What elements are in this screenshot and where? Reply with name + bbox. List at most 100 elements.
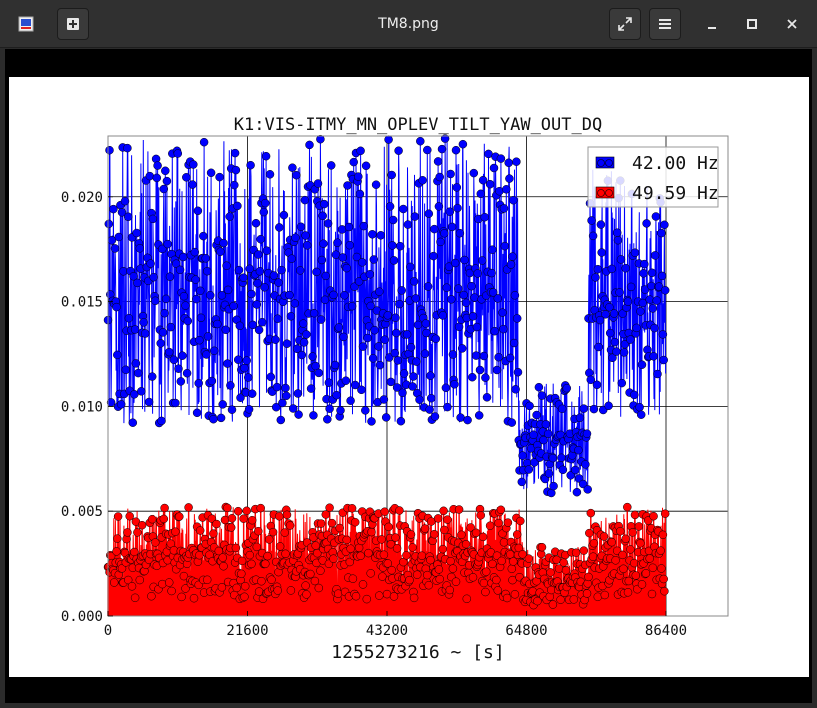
data-point [316,519,326,528]
data-point [402,551,411,560]
data-point [212,519,221,529]
data-point [390,348,400,358]
data-point [362,594,372,604]
data-point [621,534,630,544]
data-point [440,229,449,238]
data-point [268,527,278,537]
data-point [219,561,228,571]
data-point [447,295,456,304]
data-point [123,528,132,537]
data-point [288,404,298,413]
data-point [259,207,269,217]
data-point [269,271,279,280]
data-point [548,453,558,463]
data-point [254,250,263,259]
data-point [660,586,669,596]
data-point [638,298,648,308]
data-point [311,541,320,550]
data-point [422,328,431,338]
data-point [277,265,286,275]
data-point [624,576,634,586]
data-point [123,143,132,153]
data-point [430,529,439,539]
data-point [346,544,355,553]
legend-swatch [595,156,615,169]
data-point [133,278,142,288]
data-point [510,291,520,300]
data-point [219,238,228,248]
data-point [600,590,610,600]
y-tick-label: 0.015 [61,295,103,311]
data-point [660,220,669,230]
new-tab-plus-icon [67,18,79,30]
data-point [232,583,241,593]
data-point [537,391,547,400]
data-point [113,350,122,360]
data-point [597,248,606,257]
data-point [388,241,397,250]
data-point [518,451,527,460]
data-point [447,222,457,232]
data-point [336,406,345,415]
new-tab-button[interactable] [57,8,89,40]
data-point [411,294,420,303]
data-point [399,369,409,378]
chart-image: K1:VIS-ITMY_MN_OPLEV_TILT_YAW_OUT_DQ 0 21… [9,77,809,677]
data-point [392,383,402,392]
data-point [246,160,255,170]
data-point [440,134,450,143]
data-point [261,198,270,208]
data-point [240,581,250,591]
data-point [461,539,471,549]
data-point [430,224,439,234]
data-point [454,284,463,293]
data-point [476,511,486,520]
data-point [384,135,393,144]
data-point [345,557,355,567]
data-point [605,302,614,312]
data-point [512,314,522,323]
data-point [645,295,654,304]
data-point [349,157,358,167]
data-point [117,564,127,573]
data-point [301,581,310,590]
data-point [274,278,283,287]
data-point [473,269,482,278]
data-point [381,413,391,422]
fullscreen-button[interactable] [609,8,641,40]
data-point [488,245,497,254]
data-point [195,335,204,345]
data-point [253,278,262,288]
data-point [492,365,502,375]
x-tick-label: 0 [104,623,112,639]
menu-button[interactable] [649,8,681,40]
data-point [314,368,324,378]
minimize-button[interactable] [696,8,728,40]
data-point [505,353,515,363]
data-point [393,356,403,365]
data-point [359,221,369,231]
data-point [247,389,257,398]
image-viewer-app-icon [10,8,42,40]
data-point [105,145,114,155]
data-point [281,549,290,559]
data-point [493,586,503,595]
data-point [226,381,235,390]
data-point [233,506,243,516]
data-point [647,268,657,278]
data-point [319,239,328,248]
data-point [286,586,296,595]
data-point [222,261,231,270]
data-point [445,207,455,216]
maximize-button[interactable] [736,8,768,40]
data-point [636,410,646,419]
data-point [586,508,596,518]
data-point [587,216,596,225]
data-point [341,376,351,385]
data-point [453,203,462,213]
data-point [278,398,287,408]
data-point [586,375,596,385]
close-button[interactable] [776,8,808,40]
data-point [262,246,272,255]
data-point [124,313,134,323]
